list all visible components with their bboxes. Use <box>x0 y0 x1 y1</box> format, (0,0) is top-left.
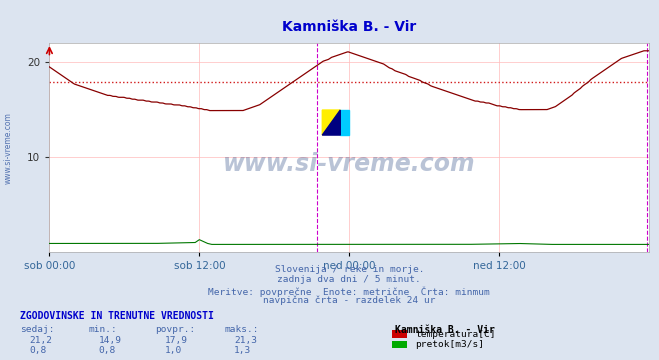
Text: min.:: min.: <box>89 325 118 334</box>
Text: sedaj:: sedaj: <box>20 325 54 334</box>
Polygon shape <box>322 110 340 135</box>
Text: Kamniška B. - Vir: Kamniška B. - Vir <box>282 20 416 34</box>
Text: Kamniška B. - Vir: Kamniška B. - Vir <box>395 325 496 335</box>
Text: Slovenija / reke in morje.: Slovenija / reke in morje. <box>275 265 424 274</box>
Text: www.si-vreme.com: www.si-vreme.com <box>223 152 476 176</box>
Text: 1,3: 1,3 <box>234 346 251 355</box>
Text: 0,8: 0,8 <box>99 346 116 355</box>
Text: 21,2: 21,2 <box>30 336 53 345</box>
Text: www.si-vreme.com: www.si-vreme.com <box>3 112 13 184</box>
Text: 17,9: 17,9 <box>165 336 188 345</box>
Text: 21,3: 21,3 <box>234 336 257 345</box>
Text: temperatura[C]: temperatura[C] <box>415 330 496 339</box>
Text: Meritve: povprečne  Enote: metrične  Črta: minmum: Meritve: povprečne Enote: metrične Črta:… <box>208 286 490 297</box>
Text: zadnja dva dni / 5 minut.: zadnja dva dni / 5 minut. <box>277 275 421 284</box>
Text: navpična črta - razdelek 24 ur: navpična črta - razdelek 24 ur <box>263 296 436 305</box>
Text: 1,0: 1,0 <box>165 346 182 355</box>
Polygon shape <box>322 110 340 135</box>
Polygon shape <box>340 110 349 135</box>
Text: 0,8: 0,8 <box>30 346 47 355</box>
Text: povpr.:: povpr.: <box>155 325 195 334</box>
Text: pretok[m3/s]: pretok[m3/s] <box>415 340 484 349</box>
Text: 14,9: 14,9 <box>99 336 122 345</box>
Text: maks.:: maks.: <box>224 325 258 334</box>
Text: ZGODOVINSKE IN TRENUTNE VREDNOSTI: ZGODOVINSKE IN TRENUTNE VREDNOSTI <box>20 311 214 321</box>
